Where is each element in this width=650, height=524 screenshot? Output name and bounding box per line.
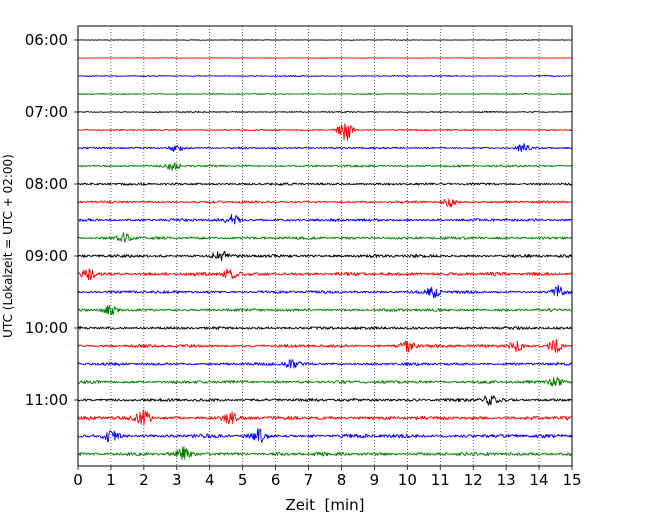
trace-0830 — [77, 214, 573, 225]
trace-0915 — [77, 268, 573, 281]
plot-frame — [77, 25, 573, 467]
trace-0630 — [78, 74, 572, 78]
x-tick-label: 0 — [73, 471, 83, 489]
trace-0800 — [77, 182, 573, 186]
x-tick-label: 6 — [271, 471, 281, 489]
x-tick-label: 11 — [431, 471, 450, 489]
trace-1015 — [77, 338, 573, 353]
x-tick-label: 7 — [304, 471, 314, 489]
y-tick-label: 10:00 — [25, 319, 68, 337]
trace-1030 — [77, 359, 573, 369]
trace-0730 — [77, 143, 573, 152]
trace-1045 — [77, 376, 573, 387]
trace-0900 — [77, 250, 573, 262]
x-tick-label: 9 — [370, 471, 380, 489]
x-tick-label: 14 — [530, 471, 549, 489]
x-axis-label: Zeit [min] — [285, 496, 364, 514]
x-tick-label: 5 — [238, 471, 248, 489]
x-tick-label: 15 — [562, 471, 581, 489]
trace-0715 — [77, 123, 573, 142]
trace-0600 — [77, 39, 573, 41]
x-tick-label: 2 — [139, 471, 149, 489]
y-axis-ticks: 06:00 07:00 08:00 09:00 10:00 11:00 — [25, 31, 78, 409]
y-tick-label: 09:00 — [25, 247, 68, 265]
x-tick-label: 10 — [398, 471, 417, 489]
y-tick-label: 07:00 — [25, 103, 68, 121]
trace-0700 — [77, 110, 573, 114]
trace-1100 — [77, 395, 573, 406]
trace-0615 — [77, 57, 573, 59]
trace-0945 — [77, 304, 573, 316]
y-tick-label: 08:00 — [25, 175, 68, 193]
x-tick-label: 4 — [205, 471, 215, 489]
trace-0645 — [77, 92, 573, 96]
x-tick-label: 3 — [172, 471, 182, 489]
trace-1130 — [77, 428, 573, 443]
x-axis-ticks: 0 1 2 3 4 5 6 7 8 9 10 11 12 13 14 15 — [73, 466, 582, 489]
trace-1115 — [77, 409, 573, 426]
trace-1000 — [77, 326, 573, 330]
trace-0930 — [77, 284, 573, 299]
trace-0845 — [77, 232, 573, 243]
trace-0815 — [77, 198, 573, 208]
y-tick-label: 11:00 — [25, 391, 68, 409]
y-tick-label: 06:00 — [25, 31, 68, 49]
grid-lines — [110, 26, 540, 466]
x-tick-label: 8 — [337, 471, 347, 489]
trace-1145 — [77, 446, 573, 460]
y-axis-label: UTC (Lokalzeit = UTC + 02:00) — [1, 154, 15, 338]
x-tick-label: 1 — [106, 471, 116, 489]
trace-0745 — [77, 162, 573, 171]
x-tick-label: 13 — [497, 471, 516, 489]
seismic-traces — [77, 39, 573, 460]
x-tick-label: 12 — [464, 471, 483, 489]
